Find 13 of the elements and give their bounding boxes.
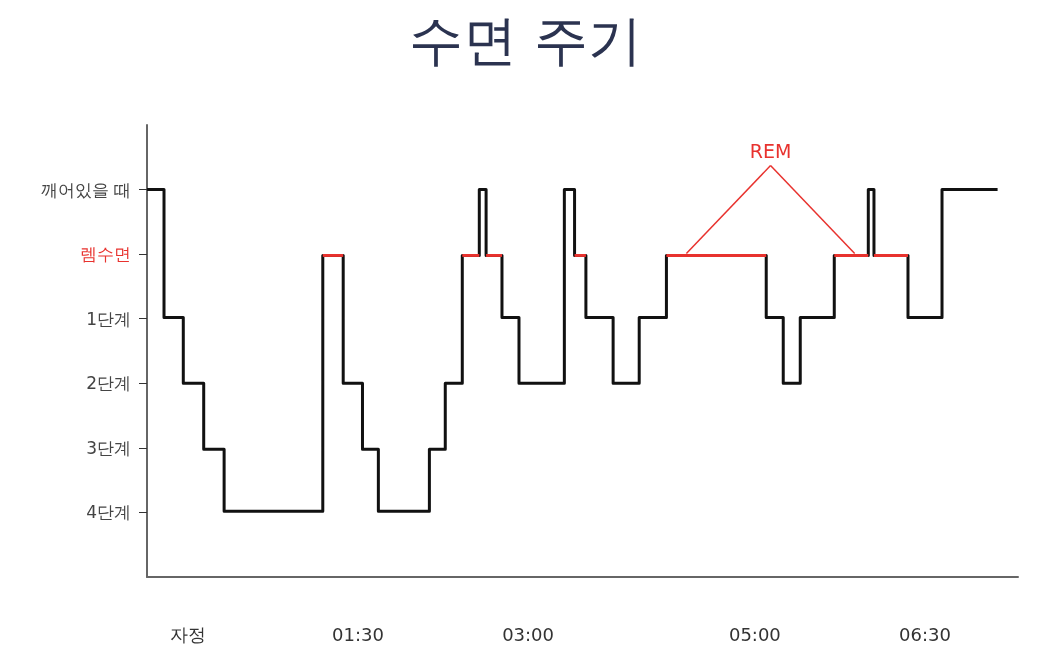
- x-tick-label: 01:30: [332, 623, 384, 645]
- text: REM: [749, 139, 792, 162]
- category-label: 1단계: [86, 308, 131, 329]
- category-label: 2단계: [86, 373, 131, 394]
- x-tick-label: 03:00: [502, 623, 554, 645]
- chart-title: 수면 주기: [408, 8, 643, 72]
- category-label: 3단계: [86, 437, 131, 458]
- category-label: 4단계: [86, 502, 131, 523]
- x-tick-label: 05:00: [728, 623, 781, 645]
- x-tick-label: 06:30: [899, 623, 951, 645]
- x-tick-label: 자정: [169, 623, 206, 645]
- category-label: 렘수면: [80, 244, 131, 265]
- category-label: 깨어있을 때: [40, 179, 131, 200]
